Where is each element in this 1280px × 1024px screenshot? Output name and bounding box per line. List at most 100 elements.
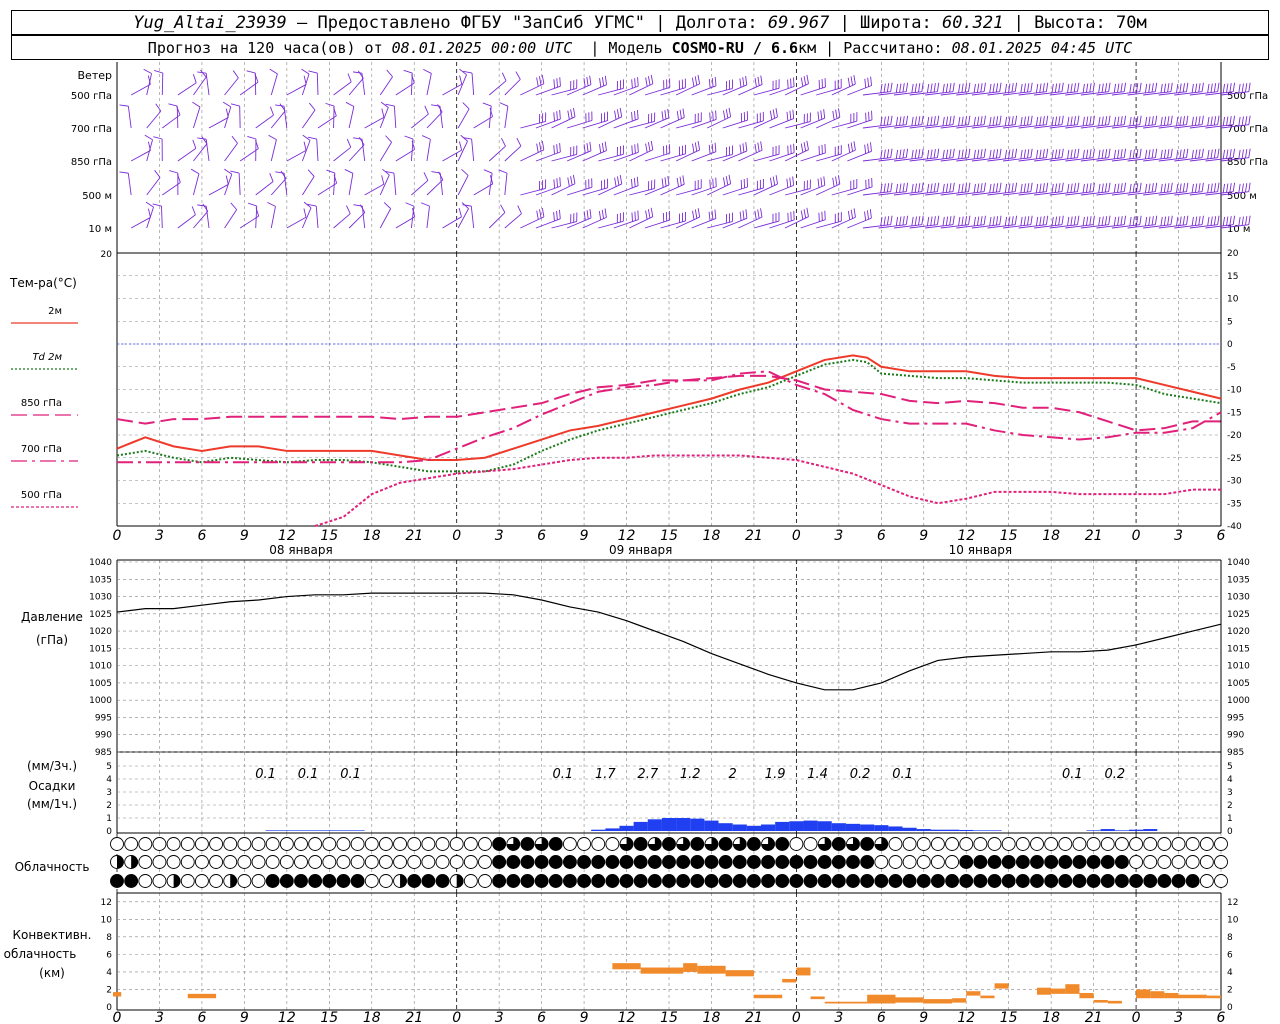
wind-barb xyxy=(224,168,233,196)
wind-barb xyxy=(691,110,717,129)
cloud-cover-symbol xyxy=(435,855,450,869)
wind-barb-feather xyxy=(1061,182,1064,192)
wind-barb-feather xyxy=(1020,83,1023,93)
wind-barb xyxy=(246,70,257,96)
wind-barb xyxy=(769,77,795,96)
legend-label: 850 гПа xyxy=(21,398,62,409)
wind-barb-shaft xyxy=(925,191,954,196)
cloud-circle xyxy=(662,837,676,851)
wind-barb xyxy=(431,104,443,129)
wind-barb-shaft xyxy=(426,179,444,196)
wind-barb xyxy=(193,69,207,96)
wind-barb-shaft xyxy=(488,212,506,229)
wind-barb-feather xyxy=(325,102,335,107)
cloud-three-quarter xyxy=(846,837,860,851)
wind-barb xyxy=(302,169,315,196)
wind-barb-feather xyxy=(980,116,983,126)
wind-barb xyxy=(379,69,393,96)
cloud-circle xyxy=(1001,874,1016,888)
cloud-circle xyxy=(987,855,1002,869)
wind-barb-feather xyxy=(682,108,685,118)
wind-barb-shaft xyxy=(753,87,780,96)
wind-barb-feather xyxy=(1092,215,1095,225)
wind-barb-feather xyxy=(757,209,760,219)
cloud-cover-symbol xyxy=(1171,855,1186,869)
wind-barb-shaft xyxy=(1220,191,1249,196)
wind-barb xyxy=(893,82,924,96)
cloud-circle xyxy=(846,855,860,869)
wind-barb-shaft xyxy=(893,224,922,229)
precip-tick-left: 3 xyxy=(106,788,112,798)
wind-barb-shaft xyxy=(598,220,624,229)
wind-barb-feather xyxy=(650,74,654,84)
wind-barb-feather xyxy=(992,216,995,226)
wind-barb-shaft xyxy=(816,183,840,196)
wind-barb-feather xyxy=(1011,216,1014,226)
cloud-circle xyxy=(662,855,676,869)
wind-barb-feather xyxy=(1045,215,1049,225)
wind-barb-shaft xyxy=(1189,224,1218,229)
wind-barb-feather xyxy=(1129,216,1132,226)
wind-barb-shaft xyxy=(644,152,670,162)
wind-barb-shaft xyxy=(146,177,161,196)
wind-barb-feather xyxy=(1089,83,1092,93)
wind-barb xyxy=(144,134,153,162)
wind-barb-feather xyxy=(1213,183,1217,193)
wind-barb-feather xyxy=(914,116,917,126)
cloud-circle xyxy=(1100,874,1115,888)
wind-barb-feather xyxy=(1129,149,1132,159)
wind-barb-feather xyxy=(538,76,542,86)
wind-barb-feather xyxy=(870,76,872,86)
precip-bar xyxy=(916,829,931,831)
temp-tick-right: -25 xyxy=(1227,454,1242,464)
wind-barb-shaft xyxy=(847,217,872,229)
wind-barb-feather xyxy=(1132,216,1135,226)
precip-3h-amount: 0.1 xyxy=(553,767,574,782)
wind-barb xyxy=(784,112,811,129)
wind-barb-feather xyxy=(952,148,955,158)
wind-barb xyxy=(878,215,909,229)
cloud-circle xyxy=(463,855,478,869)
conv-cloud-bar xyxy=(796,967,811,976)
wind-barb-feather xyxy=(890,148,893,158)
wind-barb xyxy=(862,215,893,229)
conv-cloud-bar xyxy=(725,970,754,977)
cloud-cover-symbol xyxy=(322,855,337,869)
cloud-circle xyxy=(322,837,337,851)
cloud-cover-symbol xyxy=(110,855,124,869)
wind-barb-feather xyxy=(1148,149,1151,159)
wind-barb-feather xyxy=(1085,83,1089,93)
wind-barb-shaft xyxy=(660,117,685,129)
wind-barb xyxy=(268,134,277,162)
wind-barb-feather xyxy=(604,141,607,151)
cloud-cover-symbol xyxy=(888,837,903,851)
wind-barb xyxy=(940,182,971,196)
wind-barb xyxy=(675,208,701,229)
wind-barb-shaft xyxy=(504,173,508,196)
wind-barb xyxy=(987,215,1018,229)
wind-barb xyxy=(784,207,809,229)
wind-barb-feather xyxy=(902,149,905,159)
wind-barb xyxy=(691,142,717,162)
wind-barb xyxy=(230,103,241,129)
wind-barb-shaft xyxy=(127,173,132,196)
wind-barb-feather xyxy=(1035,183,1039,193)
wind-barb-feather xyxy=(1023,216,1026,226)
wind-barb xyxy=(1158,82,1189,96)
wind-barb xyxy=(1174,215,1204,229)
wind-barb-shaft xyxy=(488,106,492,129)
wind-barb-shaft xyxy=(205,206,210,229)
precip-tick-left: 5 xyxy=(106,762,112,772)
wind-barb xyxy=(1065,215,1095,229)
wind-barb-feather xyxy=(880,183,883,193)
cloud-circle xyxy=(1072,874,1087,888)
wind-barb-feather xyxy=(664,177,667,187)
cloud-circle xyxy=(860,874,875,888)
cloud-circle xyxy=(1114,837,1129,851)
wind-barb-shaft xyxy=(1080,224,1109,229)
cloud-cover-symbol xyxy=(1114,855,1129,869)
cloud-cover-symbol xyxy=(350,837,365,851)
wind-barb-feather xyxy=(1004,83,1008,93)
wind-barb-feather xyxy=(1144,183,1148,193)
alt-label: Высота: xyxy=(1034,12,1106,33)
